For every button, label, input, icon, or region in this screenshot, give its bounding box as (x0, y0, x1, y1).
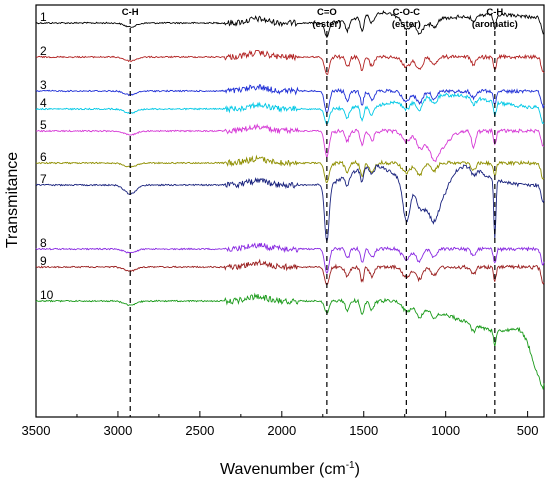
band-label: (aromatic) (472, 19, 518, 30)
spectrum-line-5 (35, 123, 545, 163)
spectrum-line-7 (35, 164, 545, 242)
y-axis-label: Transmitance (4, 152, 21, 248)
x-tick-label: 1500 (349, 423, 378, 438)
band-label: C-H (122, 7, 139, 18)
spectrum-line-10 (35, 292, 545, 390)
spectrum-line-3 (35, 83, 545, 115)
series-label-5: 5 (40, 118, 47, 132)
plot-frame (35, 4, 545, 418)
band-label: (ester) (392, 19, 421, 30)
series-label-1: 1 (40, 10, 47, 24)
series-labels: 1 2 3 4 5 6 7 8 9 10 (40, 10, 54, 302)
band-label: C=O (317, 7, 337, 18)
spectrum-line-1 (35, 10, 545, 39)
series-label-10: 10 (40, 288, 54, 302)
x-tick-label: 3500 (22, 423, 51, 438)
x-tick-label: 1000 (431, 423, 460, 438)
spectrum-line-8 (35, 242, 545, 275)
x-tick-label: 2500 (185, 423, 214, 438)
band-label: (ester) (312, 19, 341, 30)
series-label-2: 2 (40, 44, 47, 58)
x-tick-label: 2000 (267, 423, 296, 438)
series-label-8: 8 (40, 236, 47, 250)
x-axis-label-tail: ) (355, 461, 360, 478)
series-label-9: 9 (40, 254, 47, 268)
series-label-4: 4 (40, 96, 47, 110)
series-label-7: 7 (40, 172, 47, 186)
x-axis-label: Wavenumber (cm-1) (220, 460, 360, 478)
spectrum-line-9 (35, 258, 545, 286)
spectrum-line-6 (35, 154, 545, 184)
series-label-3: 3 (40, 78, 47, 92)
x-axis-label-unit-exponent: -1 (346, 460, 355, 471)
x-tick-label: 3000 (103, 423, 132, 438)
spectrum-line-4 (35, 92, 545, 126)
spectrum-line-2 (35, 49, 545, 75)
series-label-6: 6 (40, 150, 47, 164)
band-label: C-H (486, 7, 503, 18)
x-tick-label: 500 (517, 423, 539, 438)
spectra-group (35, 10, 545, 390)
x-axis: 3500 3000 2500 2000 1500 1000 500 (22, 411, 539, 438)
band-label: C-O-C (393, 7, 421, 18)
annotation-group: C-H C=O(ester)C-O-C(ester)C-H(aromatic) (122, 7, 518, 417)
